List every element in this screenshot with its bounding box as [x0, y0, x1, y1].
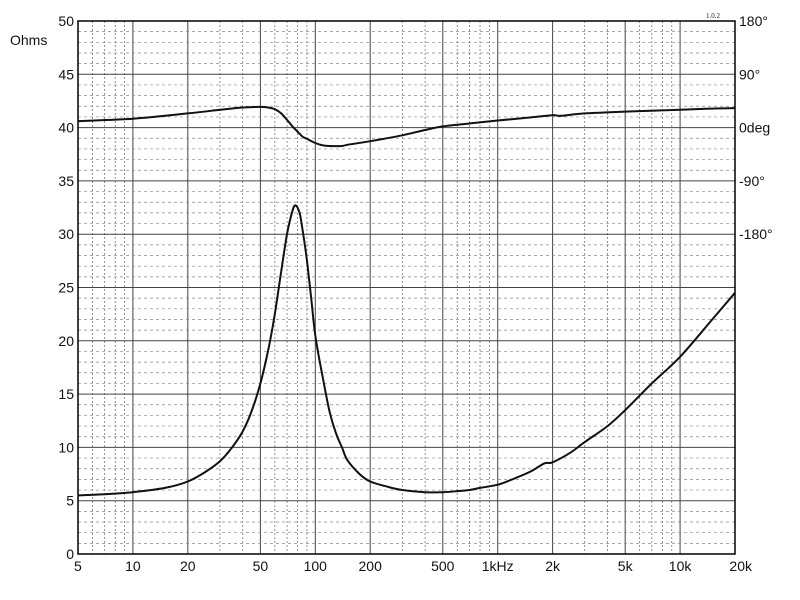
y-left-tick-label: 45	[58, 66, 74, 82]
y-left-tick-label: 25	[58, 280, 74, 296]
series-layer	[77, 105, 736, 497]
y-left-tick-label: 0	[66, 546, 74, 562]
y-left-tick-label: 35	[58, 173, 74, 189]
y-left-tick-label: 5	[66, 493, 74, 509]
y-left-tick-label: 15	[58, 386, 74, 402]
x-tick-label: 50	[253, 558, 269, 574]
x-tick-label: 500	[431, 558, 455, 574]
x-tick-label: 100	[304, 558, 328, 574]
x-tick-label: 200	[359, 558, 383, 574]
x-tick-label: 10k	[669, 558, 693, 574]
y-right-tick-label: 180°	[739, 13, 768, 29]
x-tick-label: 1kHz	[482, 558, 514, 574]
y-left-tick-label: 50	[58, 13, 74, 29]
y-left-tick-label: 20	[58, 333, 74, 349]
phase-curve	[77, 105, 736, 148]
x-tick-label: 5	[74, 558, 82, 574]
impedance-curve	[77, 204, 736, 497]
x-tick-label: 2k	[545, 558, 561, 574]
y-right-tick-label: 0deg	[739, 120, 770, 136]
y-left-tick-label: 10	[58, 439, 74, 455]
y-left-tick-label: 30	[58, 226, 74, 242]
x-tick-label: 20	[180, 558, 196, 574]
y-left-tick-label: 40	[58, 120, 74, 136]
y-right-tick-label: -180°	[739, 226, 773, 242]
grid	[78, 21, 735, 554]
y-right-tick-label: 90°	[739, 66, 760, 82]
y-right-tick-label: -90°	[739, 173, 765, 189]
x-tick-label: 20k	[729, 558, 753, 574]
x-tick-label: 5k	[618, 558, 634, 574]
y-unit-label: Ohms	[10, 32, 47, 48]
x-tick-label: 10	[125, 558, 141, 574]
plot-frame	[77, 20, 736, 555]
corner-label: 1.0.2	[706, 12, 721, 20]
